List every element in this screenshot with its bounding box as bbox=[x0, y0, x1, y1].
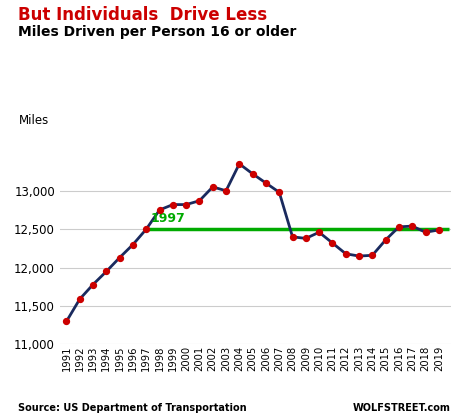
Text: But Individuals  Drive Less: But Individuals Drive Less bbox=[18, 6, 267, 24]
Point bbox=[62, 318, 70, 325]
Point bbox=[381, 237, 388, 243]
Point bbox=[222, 188, 229, 194]
Point bbox=[102, 268, 110, 275]
Point bbox=[76, 296, 83, 303]
Point bbox=[248, 171, 256, 177]
Point bbox=[275, 189, 282, 195]
Point bbox=[408, 223, 415, 229]
Point bbox=[116, 254, 123, 261]
Point bbox=[434, 227, 442, 233]
Point bbox=[89, 281, 96, 288]
Point bbox=[169, 201, 176, 208]
Point bbox=[328, 240, 336, 247]
Point bbox=[142, 226, 150, 232]
Text: 1997: 1997 bbox=[150, 212, 185, 225]
Text: Miles Driven per Person 16 or older: Miles Driven per Person 16 or older bbox=[18, 25, 296, 39]
Point bbox=[235, 161, 242, 167]
Point bbox=[196, 198, 203, 204]
Text: Source: US Department of Transportation: Source: US Department of Transportation bbox=[18, 403, 246, 413]
Point bbox=[368, 252, 375, 259]
Point bbox=[129, 241, 136, 248]
Point bbox=[394, 224, 402, 230]
Point bbox=[156, 207, 163, 213]
Point bbox=[355, 253, 362, 259]
Point bbox=[421, 229, 428, 236]
Point bbox=[288, 234, 296, 240]
Point bbox=[315, 229, 322, 236]
Point bbox=[262, 180, 269, 186]
Text: Miles: Miles bbox=[18, 114, 49, 127]
Point bbox=[208, 183, 216, 190]
Point bbox=[341, 250, 349, 257]
Point bbox=[302, 235, 309, 242]
Point bbox=[182, 201, 190, 208]
Text: WOLFSTREET.com: WOLFSTREET.com bbox=[352, 403, 450, 413]
